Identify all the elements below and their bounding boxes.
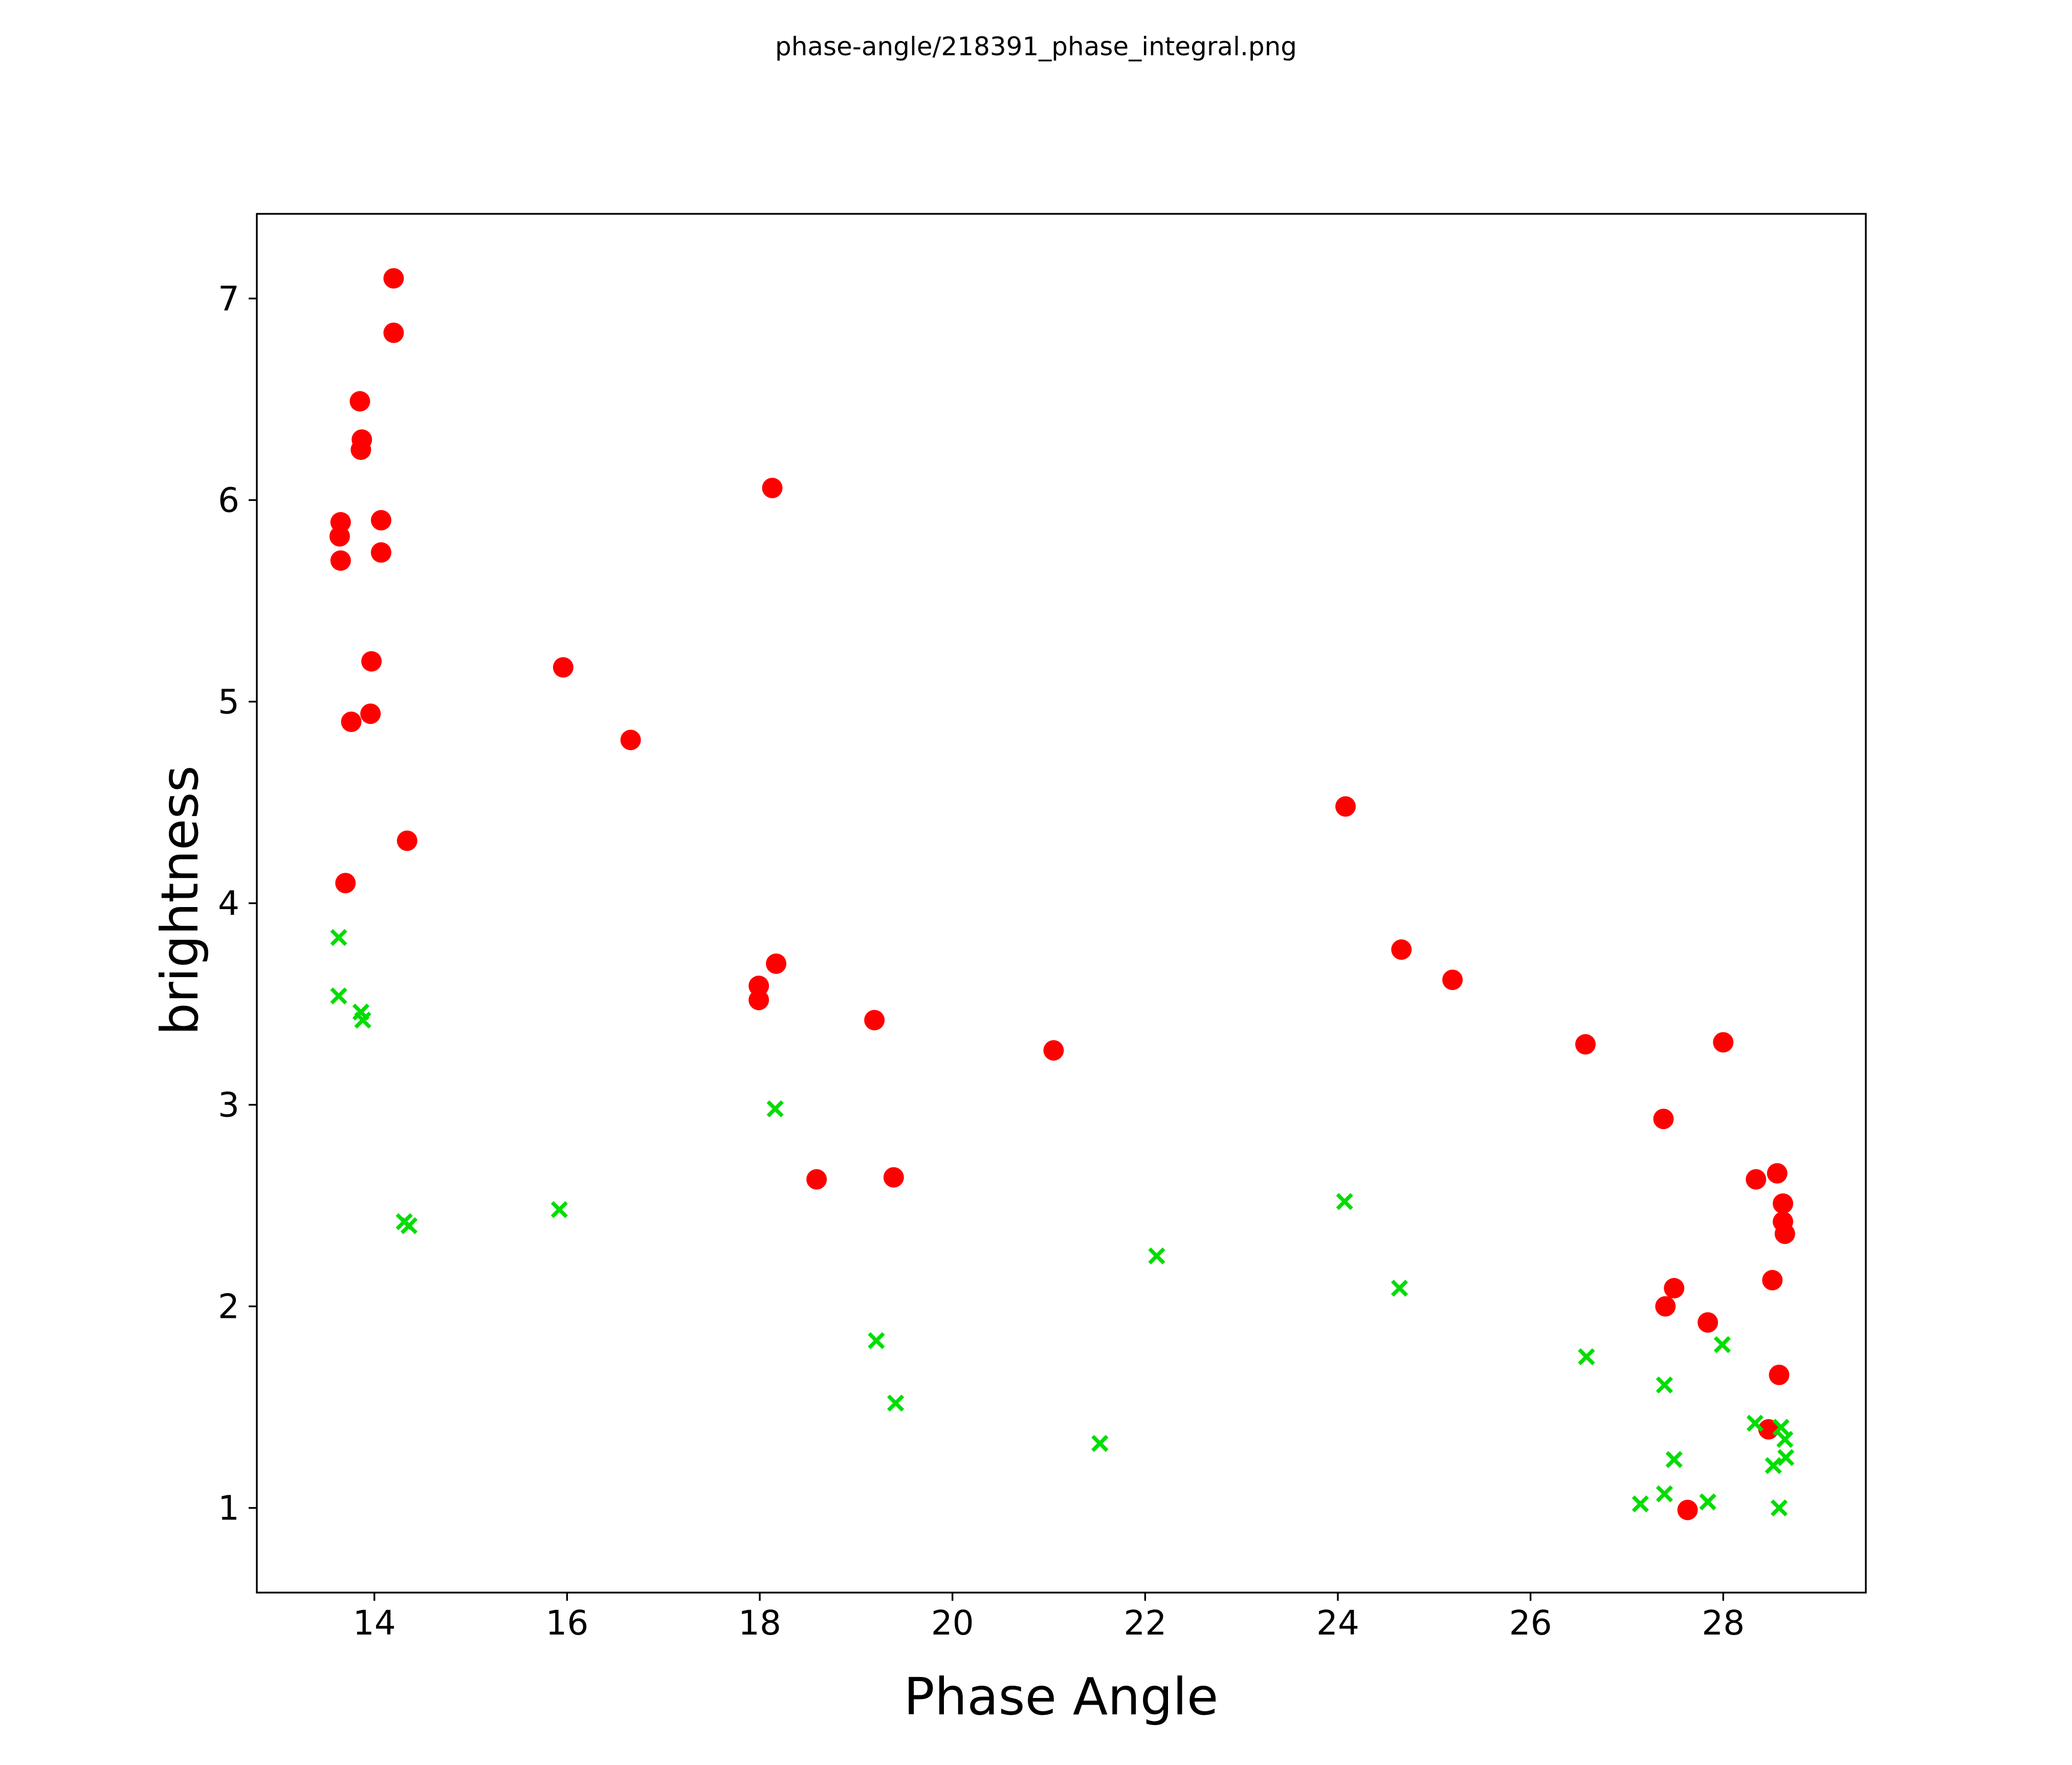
point-green-crosses bbox=[1713, 1336, 1731, 1354]
point-green-crosses bbox=[1665, 1451, 1683, 1468]
point-red-circles bbox=[748, 976, 769, 997]
y-tick-label: 7 bbox=[218, 279, 239, 318]
point-red-circles bbox=[1774, 1223, 1795, 1244]
point-green-crosses bbox=[1336, 1193, 1353, 1210]
x-tick-label: 20 bbox=[931, 1603, 974, 1643]
point-red-circles bbox=[1655, 1296, 1676, 1317]
point-green-crosses bbox=[354, 1011, 371, 1029]
point-red-circles bbox=[1769, 1364, 1790, 1385]
point-red-circles bbox=[1664, 1278, 1685, 1299]
point-red-circles bbox=[383, 322, 404, 343]
point-red-circles bbox=[766, 953, 787, 974]
point-green-crosses bbox=[1656, 1485, 1673, 1503]
point-red-circles bbox=[620, 730, 641, 751]
point-red-circles bbox=[396, 830, 417, 851]
point-green-crosses bbox=[1656, 1376, 1673, 1394]
point-red-circles bbox=[806, 1169, 827, 1190]
y-tick-label: 4 bbox=[218, 884, 239, 923]
point-red-circles bbox=[330, 550, 351, 571]
y-axis-label: brightness bbox=[150, 765, 210, 1035]
point-red-circles bbox=[1746, 1169, 1767, 1190]
x-tick-label: 24 bbox=[1316, 1603, 1359, 1643]
point-green-crosses bbox=[330, 929, 347, 946]
x-tick-label: 26 bbox=[1509, 1603, 1552, 1643]
point-red-circles bbox=[1758, 1419, 1779, 1440]
point-red-circles bbox=[360, 703, 381, 724]
point-green-crosses bbox=[766, 1100, 784, 1118]
point-red-circles bbox=[1653, 1109, 1674, 1130]
point-red-circles bbox=[553, 657, 574, 678]
y-tick-label: 1 bbox=[218, 1489, 239, 1528]
y-tick-label: 6 bbox=[218, 480, 239, 520]
point-green-crosses bbox=[1765, 1457, 1782, 1474]
point-green-crosses bbox=[1746, 1415, 1764, 1432]
point-red-circles bbox=[341, 711, 362, 732]
chart-title: phase-angle/218391_phase_integral.png bbox=[775, 32, 1297, 61]
point-green-crosses bbox=[1091, 1435, 1109, 1452]
point-green-crosses bbox=[1777, 1449, 1795, 1466]
point-red-circles bbox=[370, 542, 391, 563]
x-tick-label: 28 bbox=[1702, 1603, 1745, 1643]
axes-box bbox=[256, 213, 1867, 1594]
point-red-circles bbox=[762, 477, 783, 498]
point-red-circles bbox=[361, 651, 382, 672]
y-tick-label: 2 bbox=[218, 1287, 239, 1327]
point-red-circles bbox=[1335, 796, 1356, 817]
point-red-circles bbox=[1677, 1499, 1698, 1520]
point-green-crosses bbox=[887, 1394, 905, 1412]
point-red-circles bbox=[335, 873, 356, 894]
point-green-crosses bbox=[1776, 1430, 1794, 1448]
point-green-crosses bbox=[330, 987, 347, 1005]
point-green-crosses bbox=[1578, 1348, 1595, 1365]
point-green-crosses bbox=[1391, 1279, 1408, 1297]
point-red-circles bbox=[748, 989, 769, 1010]
point-red-circles bbox=[1767, 1163, 1788, 1184]
point-red-circles bbox=[1713, 1032, 1734, 1053]
y-tick-label: 5 bbox=[218, 682, 239, 721]
point-green-crosses bbox=[868, 1332, 885, 1350]
point-red-circles bbox=[370, 510, 391, 531]
point-green-crosses bbox=[1632, 1495, 1649, 1513]
point-red-circles bbox=[1575, 1034, 1596, 1055]
point-green-crosses bbox=[1772, 1419, 1790, 1436]
y-tick-label: 3 bbox=[218, 1086, 239, 1125]
point-green-crosses bbox=[550, 1201, 568, 1219]
point-green-crosses bbox=[1148, 1247, 1165, 1265]
point-green-crosses bbox=[1770, 1499, 1788, 1517]
x-axis-label: Phase Angle bbox=[903, 1667, 1219, 1727]
point-red-circles bbox=[1043, 1040, 1064, 1061]
point-green-crosses bbox=[400, 1217, 418, 1234]
x-tick-label: 22 bbox=[1123, 1603, 1166, 1643]
point-red-circles bbox=[1698, 1312, 1718, 1333]
x-tick-label: 14 bbox=[353, 1603, 396, 1643]
point-red-circles bbox=[1762, 1270, 1783, 1291]
point-green-crosses bbox=[1699, 1493, 1716, 1511]
point-red-circles bbox=[1773, 1193, 1794, 1214]
point-red-circles bbox=[864, 1010, 885, 1031]
point-red-circles bbox=[349, 391, 370, 412]
point-red-circles bbox=[1391, 939, 1412, 960]
point-red-circles bbox=[883, 1167, 904, 1188]
point-red-circles bbox=[329, 526, 350, 547]
x-tick-label: 18 bbox=[738, 1603, 781, 1643]
point-red-circles bbox=[383, 268, 404, 289]
point-red-circles bbox=[350, 439, 371, 460]
x-tick-label: 16 bbox=[545, 1603, 588, 1643]
point-red-circles bbox=[1442, 969, 1463, 990]
